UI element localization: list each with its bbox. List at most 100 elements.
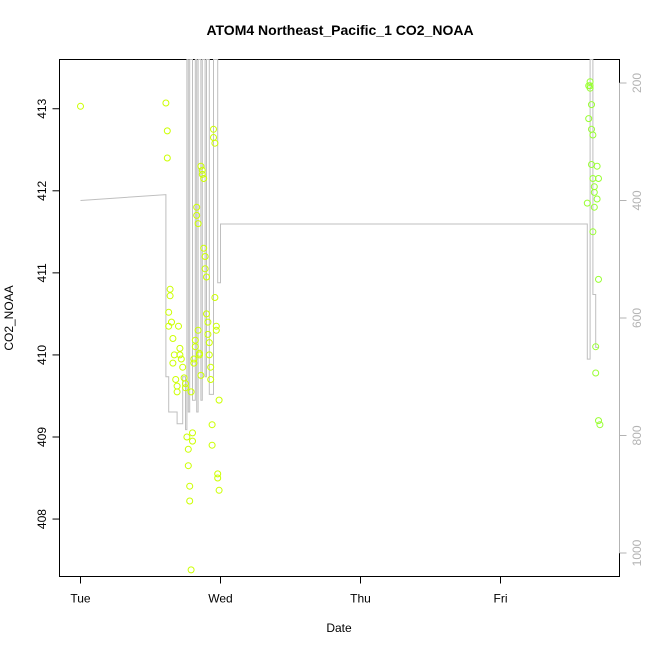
chart-title: ATOM4 Northeast_Pacific_1 CO2_NOAA bbox=[206, 22, 473, 38]
data-point bbox=[200, 175, 208, 182]
y-tick-label: 408 bbox=[35, 509, 49, 529]
data-point bbox=[169, 359, 177, 367]
data-point bbox=[588, 125, 595, 133]
data-point bbox=[184, 462, 192, 470]
data-point bbox=[198, 166, 206, 174]
data-point bbox=[205, 351, 213, 359]
data-point bbox=[205, 339, 213, 347]
data-point bbox=[207, 376, 215, 383]
x-tick-label: Fri bbox=[494, 592, 508, 606]
data-point bbox=[215, 486, 223, 494]
data-point bbox=[200, 244, 208, 252]
data-point bbox=[186, 497, 194, 505]
data-point bbox=[592, 369, 600, 377]
data-point bbox=[190, 355, 198, 363]
data-point bbox=[165, 308, 173, 316]
data-point bbox=[173, 382, 181, 390]
data-point bbox=[592, 343, 600, 351]
data-point bbox=[166, 292, 174, 300]
data-point bbox=[189, 437, 196, 445]
data-point bbox=[77, 102, 84, 110]
data-point bbox=[589, 131, 597, 139]
data-point bbox=[211, 139, 219, 147]
y-tick-label: 411 bbox=[35, 263, 49, 282]
y2-tick-label: 200 bbox=[630, 73, 644, 93]
x-tick-label: Tue bbox=[70, 592, 91, 606]
data-point bbox=[204, 318, 212, 326]
data-point bbox=[191, 336, 199, 344]
x-tick-label: Thu bbox=[350, 592, 371, 606]
points-layer bbox=[77, 78, 604, 574]
data-point bbox=[215, 396, 223, 404]
data-point bbox=[586, 82, 594, 90]
data-point bbox=[198, 170, 206, 178]
data-point bbox=[595, 417, 602, 425]
y2-axis: 200 400 600 800 1000 bbox=[619, 73, 644, 566]
data-point bbox=[194, 220, 202, 228]
data-point bbox=[193, 203, 201, 211]
data-point bbox=[173, 388, 181, 396]
data-point bbox=[588, 101, 595, 109]
y-tick-label: 409 bbox=[35, 427, 49, 447]
data-point bbox=[595, 275, 602, 283]
data-point bbox=[211, 294, 219, 301]
data-point bbox=[585, 115, 593, 123]
data-point bbox=[175, 322, 182, 330]
data-point bbox=[187, 566, 195, 574]
data-point bbox=[187, 388, 195, 396]
y-tick-label: 412 bbox=[35, 180, 49, 200]
data-point bbox=[589, 228, 597, 236]
data-point bbox=[212, 322, 220, 330]
data-point bbox=[190, 359, 198, 367]
y2-tick-label: 400 bbox=[630, 190, 644, 210]
data-point bbox=[182, 380, 189, 388]
y2-tick-label: 600 bbox=[630, 308, 644, 328]
y2-tick-label: 1000 bbox=[630, 539, 644, 566]
data-point bbox=[590, 188, 598, 196]
data-point bbox=[590, 183, 598, 191]
data-point bbox=[201, 265, 209, 273]
y-axis: 408 409 410 411 412 413 bbox=[35, 98, 60, 529]
y-axis-label: CO2_NOAA bbox=[2, 285, 16, 350]
data-point bbox=[203, 273, 210, 281]
pressure-series-line bbox=[80, 59, 599, 431]
data-point bbox=[183, 433, 191, 441]
pressure-line-layer bbox=[80, 59, 599, 431]
data-point bbox=[163, 127, 171, 135]
data-point bbox=[586, 78, 594, 86]
data-point bbox=[176, 351, 184, 359]
data-point bbox=[197, 162, 205, 170]
x-tick-label: Wed bbox=[208, 592, 232, 606]
data-point bbox=[593, 162, 601, 170]
data-point bbox=[201, 253, 209, 260]
data-point bbox=[210, 125, 217, 133]
data-point bbox=[595, 175, 602, 182]
data-point bbox=[196, 351, 203, 359]
data-point bbox=[169, 335, 177, 342]
data-point bbox=[214, 474, 222, 482]
y2-tick-label: 800 bbox=[630, 425, 644, 445]
data-point bbox=[197, 371, 205, 379]
data-point bbox=[168, 318, 175, 326]
data-point bbox=[180, 374, 188, 382]
data-point bbox=[182, 384, 189, 392]
data-point bbox=[590, 203, 598, 211]
data-point bbox=[208, 441, 216, 449]
data-point bbox=[583, 199, 591, 207]
data-point bbox=[189, 429, 196, 437]
data-point bbox=[186, 482, 194, 490]
data-point bbox=[162, 99, 170, 107]
data-point bbox=[184, 445, 192, 453]
data-point bbox=[596, 421, 604, 429]
data-point bbox=[163, 154, 171, 162]
plot-frame bbox=[59, 59, 620, 577]
data-point bbox=[588, 161, 595, 168]
data-point bbox=[214, 470, 222, 478]
y-tick-label: 413 bbox=[35, 98, 49, 118]
data-point bbox=[176, 344, 184, 352]
data-point bbox=[172, 376, 180, 383]
data-point bbox=[207, 363, 215, 371]
data-point bbox=[212, 326, 220, 334]
data-point bbox=[204, 330, 212, 338]
